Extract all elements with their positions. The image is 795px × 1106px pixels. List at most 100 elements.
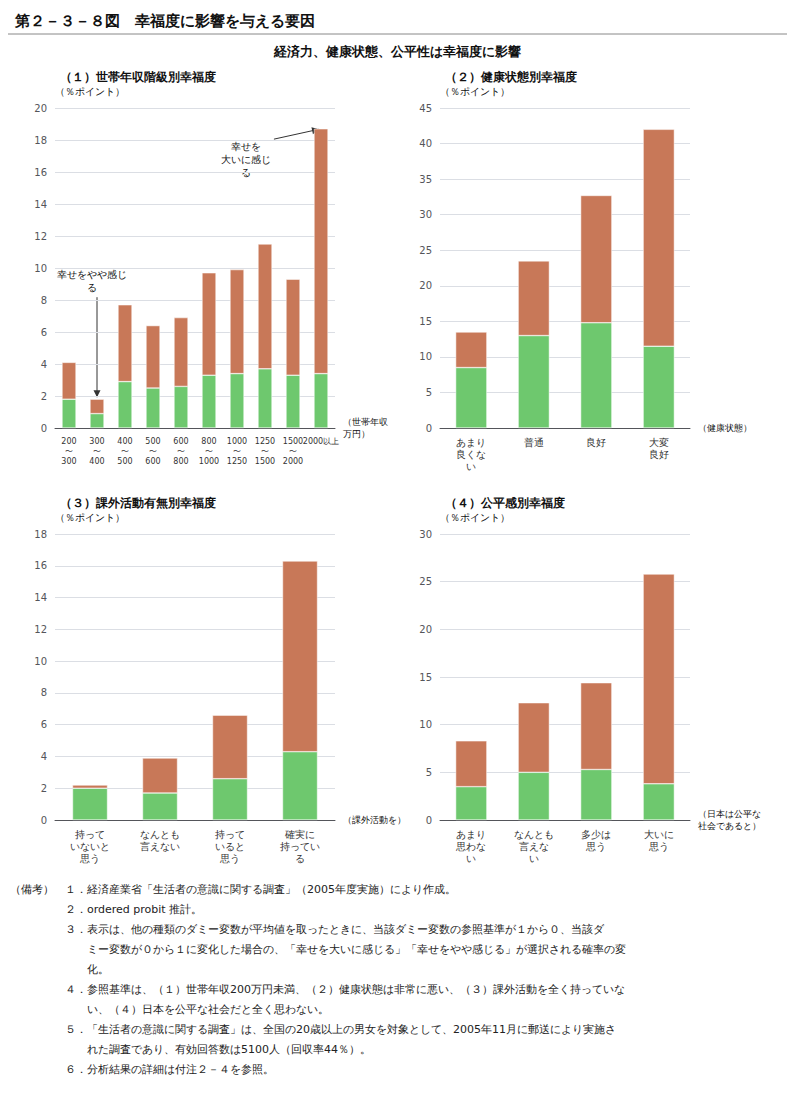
- svg-text:2000: 2000: [283, 457, 303, 466]
- svg-text:400: 400: [117, 437, 132, 446]
- svg-text:45: 45: [419, 103, 432, 114]
- svg-text:6: 6: [41, 719, 47, 730]
- svg-text:良好: 良好: [649, 449, 669, 460]
- svg-text:（２）健康状態別幸福度: （２）健康状態別幸福度: [445, 70, 577, 84]
- svg-text:8: 8: [41, 295, 47, 306]
- svg-text:〜: 〜: [149, 447, 157, 456]
- svg-text:0: 0: [41, 423, 47, 434]
- svg-text:（１）世帯年収階級別幸福度: （１）世帯年収階級別幸福度: [60, 70, 216, 84]
- svg-text:思う: 思う: [585, 841, 606, 852]
- svg-text:普通: 普通: [524, 437, 544, 448]
- svg-text:いないと: いないと: [70, 841, 110, 852]
- svg-text:大変: 大変: [649, 437, 669, 448]
- svg-text:なんとも: なんとも: [140, 829, 180, 840]
- svg-text:〜: 〜: [205, 447, 213, 456]
- svg-text:４．参照基準は、（１）世帯年収200万円未満、（２）健康状態: ４．参照基準は、（１）世帯年収200万円未満、（２）健康状態は非常に悪い、（３）…: [10, 983, 625, 996]
- svg-text:15: 15: [419, 672, 432, 683]
- svg-text:500: 500: [145, 437, 160, 446]
- svg-text:（％ポイント）: （％ポイント）: [55, 86, 125, 97]
- svg-text:〜: 〜: [289, 447, 297, 456]
- svg-text:ミー変数が０から１に変化した場合の、「幸せを大いに感じる」「: ミー変数が０から１に変化した場合の、「幸せを大いに感じる」「幸せをやや感じる」が…: [10, 943, 626, 956]
- svg-text:言えない: 言えない: [140, 841, 180, 852]
- svg-text:2: 2: [41, 783, 47, 794]
- svg-text:15: 15: [419, 316, 432, 327]
- svg-text:思う: 思う: [79, 853, 100, 864]
- svg-text:〜: 〜: [261, 447, 269, 456]
- svg-text:言えな: 言えな: [519, 841, 549, 852]
- svg-text:（％ポイント）: （％ポイント）: [440, 512, 510, 523]
- svg-text:30: 30: [419, 529, 432, 540]
- svg-text:0: 0: [41, 815, 47, 826]
- svg-text:20: 20: [419, 624, 432, 635]
- svg-text:〜: 〜: [177, 447, 185, 456]
- svg-text:（日本は公平な: （日本は公平な: [698, 809, 761, 819]
- svg-text:300: 300: [89, 437, 104, 446]
- svg-text:800: 800: [173, 457, 188, 466]
- svg-text:大いに: 大いに: [644, 829, 674, 840]
- svg-text:６．分析結果の詳細は付注２－４を参照。: ６．分析結果の詳細は付注２－４を参照。: [10, 1063, 274, 1076]
- svg-text:第２－３－８図 幸福度に影響を与える要因: 第２－３－８図 幸福度に影響を与える要因: [14, 12, 315, 30]
- svg-text:〜: 〜: [65, 447, 73, 456]
- svg-text:思う: 思う: [219, 853, 240, 864]
- svg-text:い: い: [466, 853, 476, 864]
- svg-text:幸せをやや感じ: 幸せをやや感じ: [57, 269, 127, 280]
- svg-text:〜: 〜: [233, 447, 241, 456]
- svg-text:600: 600: [173, 437, 188, 446]
- svg-text:10: 10: [34, 656, 47, 667]
- svg-text:社会であると）: 社会であると）: [698, 821, 761, 831]
- svg-text:35: 35: [419, 174, 432, 185]
- svg-text:多少は: 多少は: [581, 829, 611, 840]
- svg-text:1500: 1500: [283, 437, 303, 446]
- svg-text:6: 6: [41, 327, 47, 338]
- svg-text:1000: 1000: [199, 457, 219, 466]
- svg-text:確実に: 確実に: [284, 829, 315, 840]
- svg-text:幸せを: 幸せを: [231, 141, 261, 152]
- svg-text:思わな: 思わな: [455, 841, 486, 852]
- svg-text:持って: 持って: [75, 829, 105, 840]
- svg-text:（世帯年収: （世帯年収: [343, 417, 388, 427]
- svg-text:12: 12: [34, 231, 47, 242]
- svg-text:18: 18: [34, 529, 47, 540]
- svg-text:800: 800: [201, 437, 216, 446]
- svg-text:14: 14: [34, 199, 47, 210]
- svg-text:（％ポイント）: （％ポイント）: [55, 512, 125, 523]
- svg-text:２．ordered probit 推計。: ２．ordered probit 推計。: [10, 903, 202, 916]
- svg-text:い: い: [466, 461, 476, 472]
- svg-text:なんとも: なんとも: [514, 829, 554, 840]
- svg-text:16: 16: [34, 167, 47, 178]
- svg-text:1250: 1250: [255, 437, 275, 446]
- svg-text:25: 25: [419, 245, 432, 256]
- svg-text:10: 10: [419, 719, 432, 730]
- svg-text:良好: 良好: [586, 437, 606, 448]
- svg-text:5: 5: [426, 387, 432, 398]
- svg-text:4: 4: [41, 359, 47, 370]
- svg-text:あまり: あまり: [456, 437, 486, 448]
- svg-text:5: 5: [426, 767, 432, 778]
- svg-text:25: 25: [419, 576, 432, 587]
- svg-text:（％ポイント）: （％ポイント）: [440, 86, 510, 97]
- svg-text:200: 200: [61, 437, 76, 446]
- svg-text:600: 600: [145, 457, 160, 466]
- svg-text:500: 500: [117, 457, 132, 466]
- svg-text:20: 20: [419, 280, 432, 291]
- svg-text:2000以上: 2000以上: [303, 437, 339, 446]
- svg-text:300: 300: [61, 457, 76, 466]
- svg-text:400: 400: [89, 457, 104, 466]
- svg-text:30: 30: [419, 209, 432, 220]
- svg-text:いると: いると: [215, 841, 245, 852]
- svg-text:３．表示は、他の種類のダミー変数が平均値を取ったときに、当該: ３．表示は、他の種類のダミー変数が平均値を取ったときに、当該ダミー変数の参照基準…: [10, 923, 605, 936]
- svg-text:（健康状態）: （健康状態）: [698, 423, 752, 433]
- svg-text:思う: 思う: [648, 841, 669, 852]
- svg-text:（４）公平感別幸福度: （４）公平感別幸福度: [445, 496, 565, 510]
- svg-text:0: 0: [426, 815, 432, 826]
- svg-text:（３）課外活動有無別幸福度: （３）課外活動有無別幸福度: [60, 496, 216, 510]
- svg-text:1500: 1500: [255, 457, 275, 466]
- svg-text:20: 20: [34, 103, 47, 114]
- svg-text:れた調査であり、有効回答数は5100人（回収率44％）。: れた調査であり、有効回答数は5100人（回収率44％）。: [10, 1043, 371, 1056]
- svg-text:〜: 〜: [121, 447, 129, 456]
- svg-text:経済力、健康状態、公平性は幸福度に影響: 経済力、健康状態、公平性は幸福度に影響: [273, 44, 521, 59]
- svg-text:1000: 1000: [227, 437, 247, 446]
- svg-text:化。: 化。: [10, 963, 109, 976]
- svg-text:14: 14: [34, 592, 47, 603]
- svg-text:8: 8: [41, 687, 47, 698]
